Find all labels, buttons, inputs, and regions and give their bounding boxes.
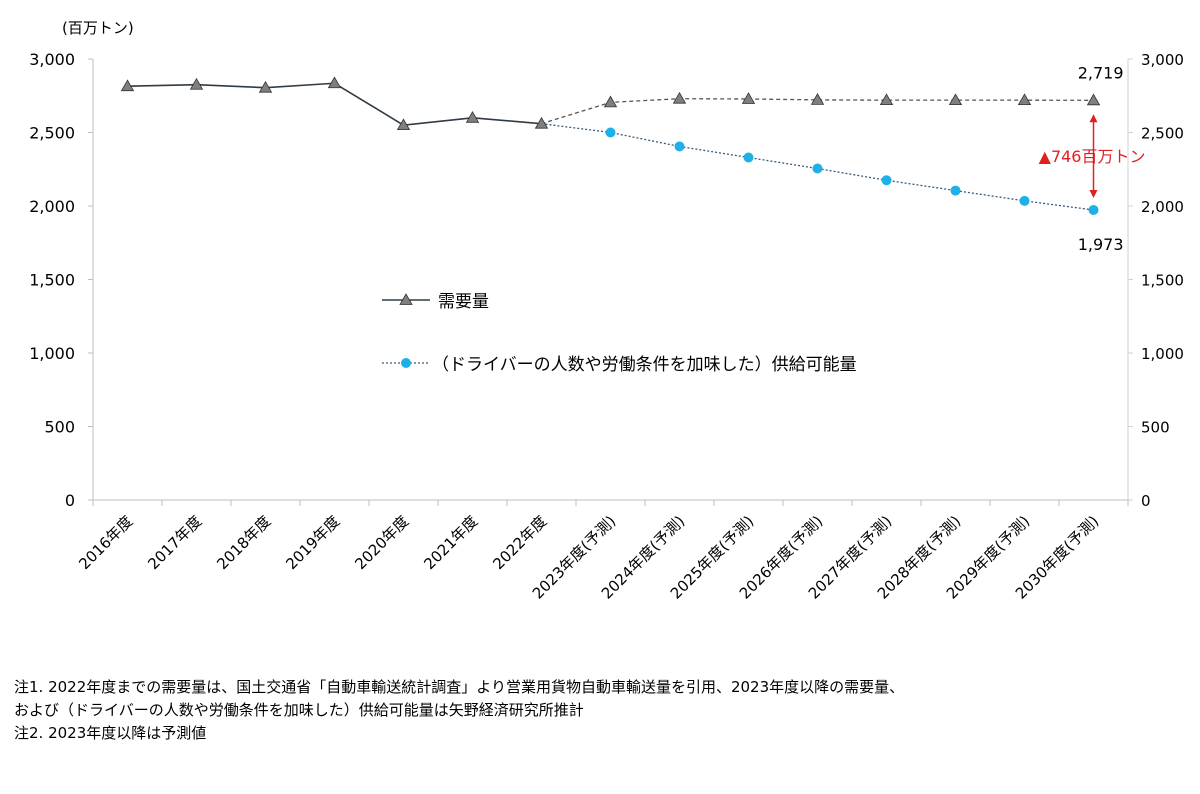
y-tick-label-left: 1,000: [29, 344, 75, 363]
y-tick-label-left: 3,000: [29, 50, 75, 69]
legend-label-demand: 需要量: [438, 292, 489, 312]
y-tick-label-left: 500: [44, 418, 75, 437]
supply-point: [881, 175, 892, 186]
legend-marker-demand: [399, 293, 413, 305]
series-line-demand-forecast: [541, 98, 1094, 125]
note-2: 注2. 2023年度以降は予測値: [14, 724, 207, 742]
x-tick-label: 2016年度: [75, 512, 136, 573]
demand-point: [810, 93, 825, 105]
supply-point: [812, 163, 823, 174]
supply-point: [605, 127, 616, 138]
series-line-demand-actual: [127, 82, 542, 126]
demand-point: [948, 93, 963, 106]
y-tick-label-left: 1,500: [29, 271, 75, 290]
series-line-supply: [541, 123, 1094, 211]
note-1: 注1. 2022年度までの需要量は、国土交通省「自動車輸送統計調査」より営業用貨…: [14, 678, 905, 696]
y-tick-label-right: 500: [1141, 419, 1170, 437]
end-demand-label: 2,719: [1078, 63, 1124, 82]
x-tick-label: 2021年度: [420, 512, 481, 573]
y-tick-label-right: 2,500: [1141, 125, 1184, 143]
chart: (百万トン) 0 0 500 500 1,000 1,000 1,500 1,500 2,000 2…: [29, 19, 1184, 603]
gap-arrow-head-up: [1089, 114, 1098, 123]
demand-point: [1017, 93, 1032, 106]
legend-label-supply: （ドライバーの人数や労働条件を加味した）供給可能量: [432, 355, 857, 375]
x-tick-label: 2022年度: [489, 512, 550, 573]
note-1-continued: および（ドライバーの人数や労働条件を加味した）供給可能量は矢野経済研究所推計: [14, 701, 584, 719]
demand-point: [879, 93, 894, 106]
y-tick-label-right: 3,000: [1141, 51, 1184, 69]
demand-point: [741, 92, 756, 104]
y-tick-label-left: 2,000: [29, 197, 75, 216]
y-tick-label-right: 1,000: [1141, 345, 1184, 363]
x-tick-label: 2017年度: [144, 512, 205, 573]
demand-point: [603, 95, 618, 108]
x-tick-label: 2019年度: [282, 512, 343, 573]
supply-point: [950, 185, 961, 196]
demand-point: [258, 80, 273, 93]
legend-marker-supply: [401, 358, 411, 368]
y-tick-label-left: 0: [65, 491, 75, 510]
gap-label: ▲746百万トン: [1039, 147, 1146, 166]
x-tick-label: 2018年度: [213, 512, 274, 573]
unit-label: (百万トン): [62, 19, 134, 37]
y-tick-label-right: 1,500: [1141, 272, 1184, 290]
demand-point: [120, 79, 135, 92]
demand-point: [672, 91, 687, 104]
supply-point: [743, 152, 754, 163]
y-tick-label-left: 2,500: [29, 124, 75, 143]
demand-point: [465, 110, 480, 123]
gap-arrow-head-down: [1089, 189, 1098, 198]
y-tick-label-right: 0: [1141, 492, 1151, 510]
supply-point: [1088, 204, 1099, 215]
y-tick-label-right: 2,000: [1141, 198, 1184, 216]
demand-point: [189, 77, 204, 90]
footnotes: 注1. 2022年度までの需要量は、国土交通省「自動車輸送統計調査」より営業用貨…: [14, 676, 904, 745]
supply-point: [674, 141, 685, 152]
supply-point: [1019, 195, 1030, 206]
demand-point: [1086, 93, 1101, 106]
demand-point: [396, 118, 411, 131]
demand-point: [327, 76, 342, 89]
end-supply-label: 1,973: [1078, 235, 1124, 254]
demand-point: [534, 116, 549, 129]
x-tick-label: 2020年度: [351, 512, 412, 573]
